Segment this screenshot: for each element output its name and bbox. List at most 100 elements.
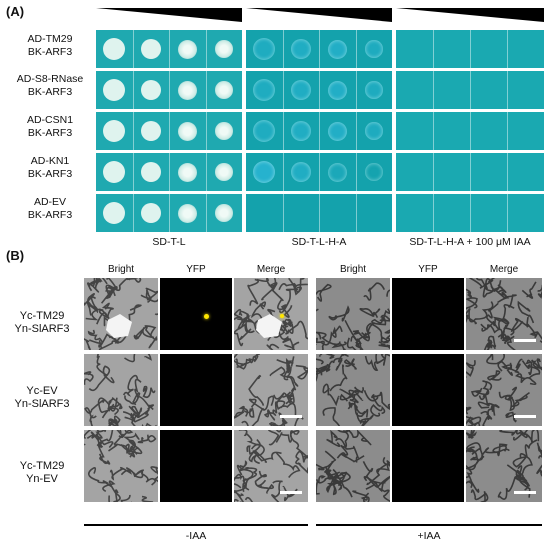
colony-spot: [365, 163, 383, 181]
plate-r3-c2: [246, 112, 392, 150]
colony-spot: [177, 121, 197, 141]
micrograph-r3-bright-minus-iaa: [84, 430, 158, 502]
col-head-merge-2: Merge: [489, 264, 519, 275]
row-label-b-3-line2: Yn-EV: [26, 472, 58, 485]
plate-r5-c3: [396, 194, 544, 232]
colony-spot: [253, 120, 276, 142]
plate-r2-c2: [246, 71, 392, 109]
scale-bar: [514, 415, 536, 418]
dilution-wedge-2: [246, 8, 392, 22]
colony-spot: [103, 79, 126, 101]
row-label-a-1: AD-TM29 BK-ARF3: [6, 33, 94, 58]
colony-spot: [215, 40, 233, 58]
row-label-b-1-line2: Yn-SlARF3: [14, 322, 70, 335]
plate-r4-c3: [396, 153, 544, 191]
plate-r5-c2: [246, 194, 392, 232]
condition-label-2: SD-T-L-H-A: [291, 236, 347, 248]
row-label-a-2-line2: BK-ARF3: [27, 85, 73, 98]
col-head-yfp-2: YFP: [418, 264, 438, 275]
micrograph-r1-yfp-minus-iaa: [160, 278, 232, 350]
colony-spot: [215, 163, 233, 181]
colony-spot: [290, 79, 311, 101]
colony-spot: [177, 80, 197, 100]
col-head-bright-2: Bright: [339, 264, 367, 275]
treatment-label-minus-iaa: -IAA: [185, 530, 207, 542]
scale-bar: [514, 491, 536, 494]
plate-r2-c1: [96, 71, 242, 109]
micrograph-r1-yfp-plus-iaa: [392, 278, 464, 350]
colony-spot: [365, 122, 383, 140]
plate-r5-c1: [96, 194, 242, 232]
row-label-a-4: AD-KN1 BK-ARF3: [6, 155, 94, 180]
row-label-a-3-line2: BK-ARF3: [27, 126, 73, 139]
colony-spot: [215, 204, 233, 222]
micrograph-r2-bright-minus-iaa: [84, 354, 158, 426]
scale-bar: [280, 415, 302, 418]
micrograph-r2-yfp-plus-iaa: [392, 354, 464, 426]
row-label-b-2-line1: Yc-EV: [26, 385, 58, 397]
micrograph-r3-yfp-minus-iaa: [160, 430, 232, 502]
colony-spot: [140, 38, 161, 60]
micrograph-r1-bright-minus-iaa: [84, 278, 158, 350]
row-label-a-5-line2: BK-ARF3: [27, 208, 73, 221]
micrograph-r2-merge-minus-iaa: [234, 354, 308, 426]
colony-spot: [365, 40, 383, 58]
colony-spot: [177, 39, 197, 59]
scale-bar: [280, 491, 302, 494]
row-label-b-3: Yc-TM29 Yn-EV: [0, 460, 86, 485]
row-label-b-2: Yc-EV Yn-SlARF3: [0, 385, 86, 410]
row-label-b-2-line2: Yn-SlARF3: [14, 397, 70, 410]
panel-a-label: (A): [6, 4, 25, 19]
row-label-a-2-line1: AD-S8-RNase: [16, 73, 84, 85]
treatment-label-plus-iaa: +IAA: [417, 530, 441, 542]
micrograph-r2-bright-plus-iaa: [316, 354, 390, 426]
row-label-a-5: AD-EV BK-ARF3: [6, 196, 94, 221]
row-label-a-4-line1: AD-KN1: [30, 155, 70, 167]
colony-spot: [103, 202, 126, 224]
colony-spot: [215, 81, 233, 99]
col-head-bright-1: Bright: [107, 264, 135, 275]
colony-spot: [103, 38, 126, 60]
colony-spot: [290, 161, 311, 183]
micrograph-r1-merge-plus-iaa: [466, 278, 542, 350]
micrograph-r2-yfp-minus-iaa: [160, 354, 232, 426]
colony-spot: [177, 203, 197, 223]
row-label-a-1-line2: BK-ARF3: [27, 45, 73, 58]
dilution-wedge-3: [396, 8, 544, 22]
colony-spot: [140, 120, 161, 142]
row-label-b-1: Yc-TM29 Yn-SlARF3: [0, 310, 86, 335]
plate-r1-c1: [96, 30, 242, 68]
plate-r4-c2: [246, 153, 392, 191]
scale-bar: [514, 339, 536, 342]
colony-spot: [140, 161, 161, 183]
colony-spot: [140, 202, 161, 224]
micrograph-r2-merge-plus-iaa: [466, 354, 542, 426]
yfp-signal-dot: [280, 314, 284, 318]
row-label-a-4-line2: BK-ARF3: [27, 167, 73, 180]
plate-r2-c3: [396, 71, 544, 109]
colony-spot: [327, 121, 347, 141]
micrograph-r3-merge-minus-iaa: [234, 430, 308, 502]
micrograph-r3-bright-plus-iaa: [316, 430, 390, 502]
row-label-a-3-line1: AD-CSN1: [26, 114, 74, 126]
panel-b-label: (B): [6, 248, 25, 263]
colony-spot: [103, 161, 126, 183]
col-head-yfp-1: YFP: [186, 264, 206, 275]
colony-spot: [290, 38, 311, 60]
colony-spot: [177, 162, 197, 182]
colony-spot: [290, 120, 311, 142]
treatment-bar-minus-iaa: [84, 524, 308, 526]
colony-spot: [103, 120, 126, 142]
plate-r3-c3: [396, 112, 544, 150]
condition-label-3: SD-T-L-H-A + 100 μM IAA: [409, 236, 531, 248]
dilution-wedge-1: [96, 8, 242, 22]
colony-spot: [327, 80, 347, 100]
colony-spot: [253, 161, 276, 183]
row-label-b-3-line1: Yc-TM29: [19, 460, 65, 472]
micrograph-r3-merge-plus-iaa: [466, 430, 542, 502]
treatment-bar-plus-iaa: [316, 524, 542, 526]
col-head-merge-1: Merge: [256, 264, 286, 275]
micrograph-r1-merge-minus-iaa: [234, 278, 308, 350]
row-label-a-2: AD-S8-RNase BK-ARF3: [6, 73, 94, 98]
colony-spot: [253, 79, 276, 101]
